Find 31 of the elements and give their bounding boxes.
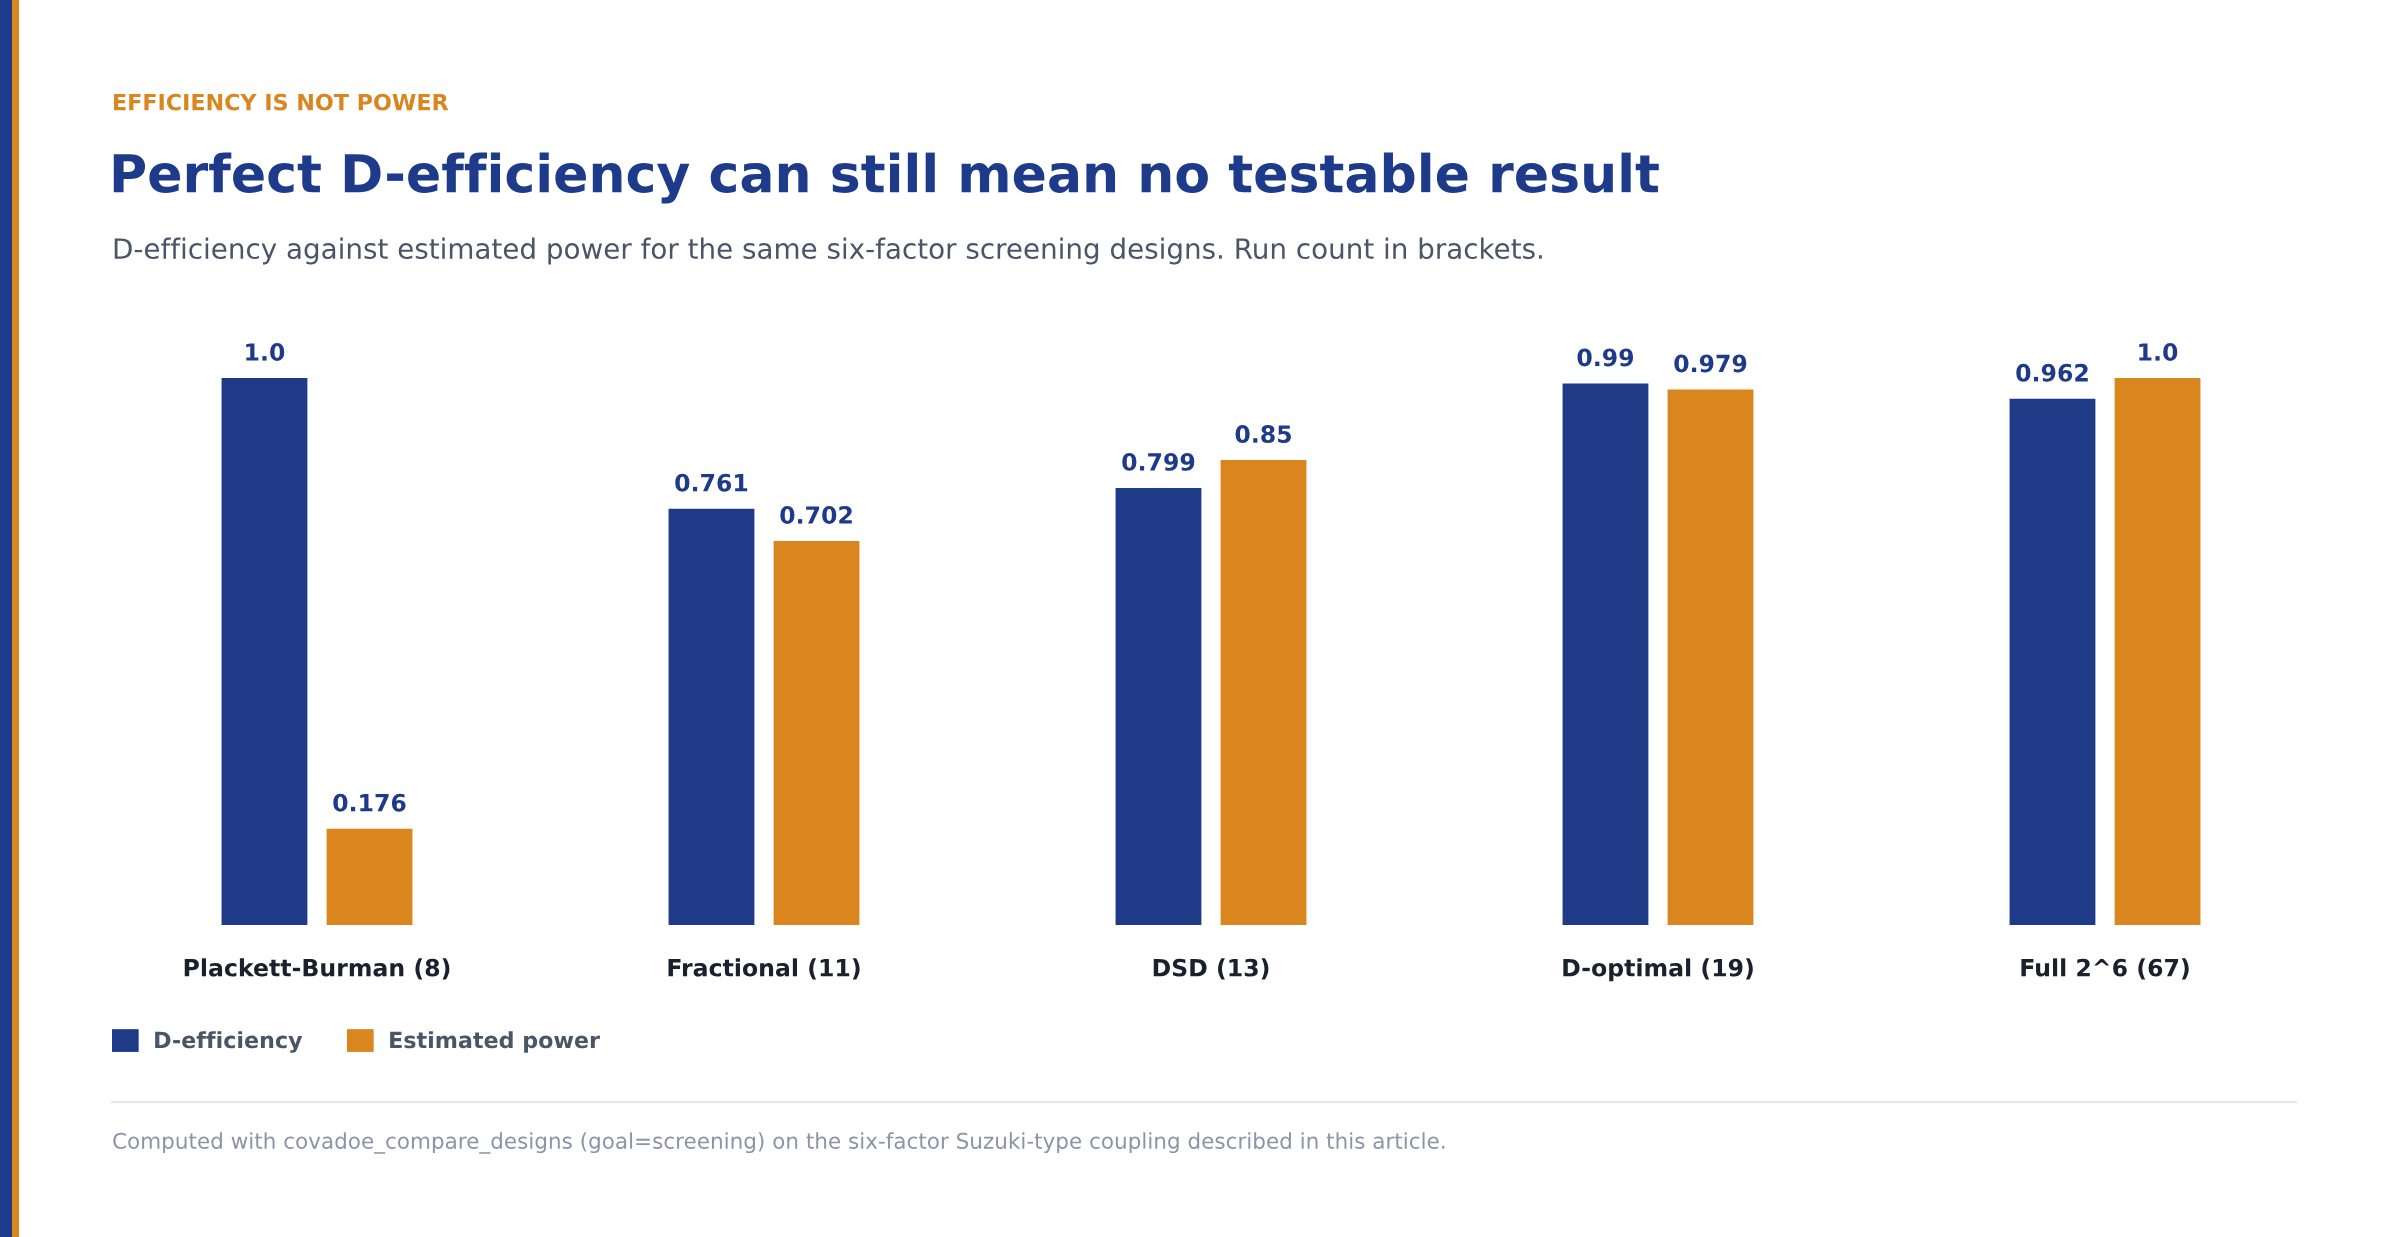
text: Computed with covadoe_compare_designs (goal=screening) on the six-factor Suzuki-type coupling described in this article. xyxy=(113,1132,1445,1154)
bar xyxy=(773,541,860,925)
x-tick-label: Plackett-Burman (8) xyxy=(184,958,450,980)
legend-label: D-efficiency xyxy=(155,1031,303,1053)
legend-label: Estimated power xyxy=(390,1031,600,1053)
data-label: 1.0 xyxy=(2139,343,2178,361)
chart-subtitle: D-efficiency against estimated power for the same six-factor screening designs. Run count in brackets. xyxy=(114,237,1542,265)
x-tick-label: Full 2^6 (67) xyxy=(2021,958,2189,980)
chart-title: Perfect D-efficiency can still mean no testable result xyxy=(113,152,1659,204)
bar xyxy=(326,828,413,925)
text: EFFICIENCY IS NOT POWER xyxy=(114,93,449,111)
data-label: 0.979 xyxy=(1674,354,1747,373)
bar xyxy=(221,378,308,925)
data-label: 1.0 xyxy=(246,343,285,361)
data-label: 0.962 xyxy=(2016,363,2088,382)
x-tick-label: Fractional (11) xyxy=(668,958,860,980)
x-tick-label: D-optimal (19) xyxy=(1563,958,1753,982)
x-tick-label: DSD (13) xyxy=(1153,958,1269,980)
bar xyxy=(2114,378,2201,925)
bar xyxy=(2009,398,2096,925)
bar xyxy=(1115,487,1202,925)
data-label: 0.702 xyxy=(780,506,852,524)
data-label: 0.85 xyxy=(1235,425,1291,443)
bar xyxy=(1562,383,1649,925)
data-label: 0.761 xyxy=(675,473,748,492)
data-label: 0.176 xyxy=(333,793,406,812)
bar xyxy=(668,508,755,925)
bar xyxy=(1667,389,1754,925)
data-label: 0.799 xyxy=(1122,453,1195,471)
bar xyxy=(1220,460,1307,925)
data-label: 0.99 xyxy=(1577,348,1634,367)
